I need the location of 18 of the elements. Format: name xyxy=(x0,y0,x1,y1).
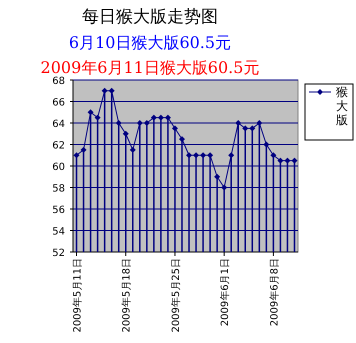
y-tick-label: 58 xyxy=(52,184,65,194)
chart-subtitle: 6月10日猴大版60.5元 xyxy=(68,33,232,52)
y-tick-label: 62 xyxy=(52,140,65,152)
y-tick-label: 52 xyxy=(52,248,65,259)
y-tick-label: 54 xyxy=(52,226,65,238)
chart-title: 每日猴大版走势图 xyxy=(82,7,218,27)
x-tick-label: 2009年6月8日 xyxy=(268,258,280,326)
y-tick-label: 60 xyxy=(52,162,65,173)
y-tick-label: 56 xyxy=(52,205,65,216)
y-tick-label: 64 xyxy=(52,119,65,130)
x-tick-label: 2009年5月11日 xyxy=(72,258,84,333)
legend-label: 猴大版 xyxy=(336,85,348,127)
y-tick-label: 68 xyxy=(52,76,65,87)
x-tick-label: 2009年5月25日 xyxy=(170,258,182,333)
y-tick-label: 66 xyxy=(52,98,65,108)
x-tick-label: 2009年6月1日 xyxy=(219,258,232,326)
x-tick-label: 2009年5月18日 xyxy=(120,258,133,333)
text: 2009年6月11日猴大版60.5元 xyxy=(40,58,260,77)
